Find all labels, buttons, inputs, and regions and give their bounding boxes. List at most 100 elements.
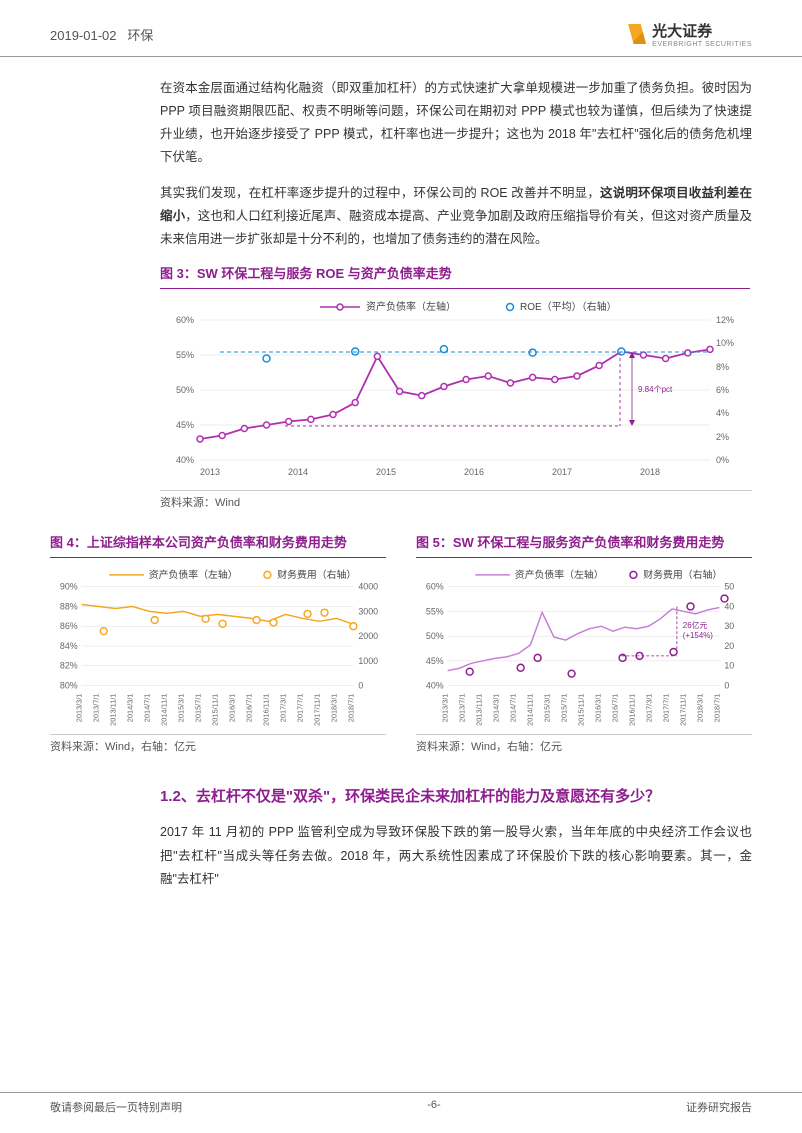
svg-text:2015/3/1: 2015/3/1: [177, 693, 186, 722]
section-12: 1.2、去杠杆不仅是"双杀"，环保类民企未来加杠杆的能力及意愿还有多少？ 201…: [0, 754, 802, 891]
svg-text:50%: 50%: [426, 631, 444, 641]
svg-text:2016/7/1: 2016/7/1: [244, 693, 253, 722]
page-header: 2019-01-02 环保 光大证券 EVERBRIGHT SECURITIES: [0, 0, 802, 57]
svg-text:84%: 84%: [60, 641, 78, 651]
svg-text:2018/7/1: 2018/7/1: [346, 693, 355, 722]
header-category: 环保: [127, 28, 153, 43]
svg-text:(+154%): (+154%): [683, 631, 713, 640]
svg-text:2018: 2018: [640, 467, 660, 477]
svg-text:60%: 60%: [176, 315, 194, 325]
svg-text:90%: 90%: [60, 582, 78, 592]
main-content: 在资本金层面通过结构化融资（即双重加杠杆）的方式快速扩大拿单规模进一步加重了债务…: [0, 57, 802, 510]
svg-text:2018/7/1: 2018/7/1: [712, 693, 721, 722]
svg-text:2017/3/1: 2017/3/1: [278, 693, 287, 722]
chart3-title: 图 3：SW 环保工程与服务 ROE 与资产负债率走势: [160, 263, 752, 282]
footer-center: -6-: [427, 1099, 440, 1115]
svg-text:2018/3/1: 2018/3/1: [329, 693, 338, 722]
svg-text:2014/3/1: 2014/3/1: [126, 693, 135, 722]
header-date: 2019-01-02: [50, 28, 117, 43]
chart-row-45: 图 4：上证综指样本公司资产负债率和财务费用走势 资产负债率（左轴） 财务费用（…: [0, 520, 802, 754]
svg-text:12%: 12%: [716, 315, 734, 325]
header-left: 2019-01-02 环保: [50, 25, 153, 44]
svg-text:2013/11/1: 2013/11/1: [109, 693, 118, 725]
svg-text:10%: 10%: [716, 338, 734, 348]
svg-text:3000: 3000: [358, 606, 378, 616]
svg-text:财务费用（右轴）: 财务费用（右轴）: [643, 568, 722, 581]
chart3-source: 资料来源：Wind: [160, 490, 752, 510]
svg-text:2014/7/1: 2014/7/1: [509, 693, 518, 722]
svg-text:0%: 0%: [716, 455, 729, 465]
paragraph-2: 其实我们发现，在杠杆率逐步提升的过程中，环保公司的 ROE 改善并不明显，这说明…: [160, 182, 752, 251]
svg-text:2014/11/1: 2014/11/1: [526, 693, 535, 725]
chart5-title: 图 5：SW 环保工程与服务资产负债率和财务费用走势: [416, 532, 752, 551]
svg-text:2017/11/1: 2017/11/1: [678, 693, 687, 725]
svg-text:4%: 4%: [716, 408, 729, 418]
chart4-svg: 资产负债率（左轴） 财务费用（右轴） 90% 88% 86% 84% 82%: [50, 564, 386, 729]
svg-text:2015/7/1: 2015/7/1: [194, 693, 203, 722]
svg-text:2014/11/1: 2014/11/1: [160, 693, 169, 725]
svg-text:2013/3/1: 2013/3/1: [441, 693, 450, 722]
svg-text:2013: 2013: [200, 467, 220, 477]
p2-part-c: ，这也和人口红利接近尾声、融资成本提高、产业竞争加剧及政府压缩指导价有关，但这对…: [160, 209, 752, 246]
svg-text:2015: 2015: [376, 467, 396, 477]
svg-text:2016: 2016: [464, 467, 484, 477]
svg-text:2%: 2%: [716, 432, 729, 442]
svg-text:50%: 50%: [176, 385, 194, 395]
chart3-legend-1: ROE（平均）（右轴）: [520, 300, 617, 313]
svg-text:2014/7/1: 2014/7/1: [143, 693, 152, 722]
chart4-source: 资料来源：Wind，右轴：亿元: [50, 734, 386, 754]
chart3-legend-0: 资产负债率（左轴）: [366, 300, 456, 313]
svg-text:6%: 6%: [716, 385, 729, 395]
svg-text:40%: 40%: [426, 680, 444, 690]
brand-sub: EVERBRIGHT SECURITIES: [652, 41, 752, 48]
chart3-svg: 资产负债率（左轴） ROE（平均）（右轴） 60% 55% 50% 45% 40…: [160, 295, 750, 485]
brand-text: 光大证券: [652, 20, 752, 41]
svg-text:2016/3/1: 2016/3/1: [227, 693, 236, 722]
page-footer: 敬请参阅最后一页特别声明 -6- 证券研究报告: [0, 1092, 802, 1115]
svg-text:88%: 88%: [60, 601, 78, 611]
chart5-svg: 资产负债率（左轴） 财务费用（右轴） 60% 55% 50% 45% 40% 5…: [416, 564, 752, 729]
p2-part-a: 其实我们发现，在杠杆率逐步提升的过程中，环保公司的 ROE 改善并不明显，: [160, 186, 600, 200]
svg-text:2017/7/1: 2017/7/1: [661, 693, 670, 722]
svg-text:2017/3/1: 2017/3/1: [644, 693, 653, 722]
svg-text:财务费用（右轴）: 财务费用（右轴）: [277, 568, 356, 581]
svg-text:26亿元: 26亿元: [683, 620, 708, 630]
header-brand: 光大证券 EVERBRIGHT SECURITIES: [628, 20, 752, 48]
svg-text:86%: 86%: [60, 621, 78, 631]
chart5-col: 图 5：SW 环保工程与服务资产负债率和财务费用走势 资产负债率（左轴） 财务费…: [416, 520, 752, 754]
svg-text:2013/7/1: 2013/7/1: [458, 693, 467, 722]
svg-text:0: 0: [724, 680, 729, 690]
svg-text:2013/7/1: 2013/7/1: [92, 693, 101, 722]
svg-text:2013/3/1: 2013/3/1: [75, 693, 84, 722]
svg-text:2015/7/1: 2015/7/1: [560, 693, 569, 722]
svg-text:资产负债率（左轴）: 资产负债率（左轴）: [515, 568, 604, 581]
brand-logo-icon: [628, 24, 646, 44]
chart3: 资产负债率（左轴） ROE（平均）（右轴） 60% 55% 50% 45% 40…: [160, 288, 750, 488]
svg-text:2015/11/1: 2015/11/1: [211, 693, 220, 725]
svg-text:60%: 60%: [426, 582, 444, 592]
svg-text:80%: 80%: [60, 680, 78, 690]
footer-right: 证券研究报告: [686, 1099, 752, 1115]
svg-text:40%: 40%: [176, 455, 194, 465]
svg-text:2017: 2017: [552, 467, 572, 477]
svg-text:2016/7/1: 2016/7/1: [610, 693, 619, 722]
svg-text:30: 30: [724, 621, 734, 631]
svg-text:20: 20: [724, 641, 734, 651]
svg-text:2015/11/1: 2015/11/1: [577, 693, 586, 725]
svg-text:4000: 4000: [358, 582, 378, 592]
svg-text:2013/11/1: 2013/11/1: [475, 693, 484, 725]
svg-text:2018/3/1: 2018/3/1: [695, 693, 704, 722]
chart5-source: 资料来源：Wind，右轴：亿元: [416, 734, 752, 754]
svg-text:8%: 8%: [716, 362, 729, 372]
svg-text:0: 0: [358, 680, 363, 690]
svg-text:2016/11/1: 2016/11/1: [261, 693, 270, 725]
paragraph-1: 在资本金层面通过结构化融资（即双重加杠杆）的方式快速扩大拿单规模进一步加重了债务…: [160, 77, 752, 170]
chart5: 资产负债率（左轴） 财务费用（右轴） 60% 55% 50% 45% 40% 5…: [416, 557, 752, 732]
svg-text:10: 10: [724, 661, 734, 671]
svg-text:2016/3/1: 2016/3/1: [593, 693, 602, 722]
svg-text:55%: 55%: [426, 606, 444, 616]
svg-text:82%: 82%: [60, 661, 78, 671]
svg-text:2000: 2000: [358, 631, 378, 641]
chart4: 资产负债率（左轴） 财务费用（右轴） 90% 88% 86% 84% 82%: [50, 557, 386, 732]
svg-text:2014/3/1: 2014/3/1: [492, 693, 501, 722]
